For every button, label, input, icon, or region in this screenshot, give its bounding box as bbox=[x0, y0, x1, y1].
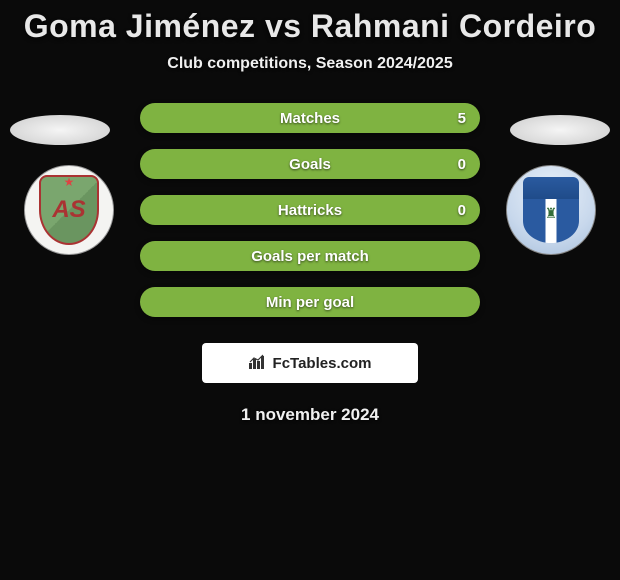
subtitle: Club competitions, Season 2024/2025 bbox=[0, 55, 620, 73]
stat-row: Min per goal bbox=[140, 287, 480, 317]
chart-icon bbox=[249, 353, 267, 374]
date-label: 1 november 2024 bbox=[0, 405, 620, 425]
club-badge-left: ★ AS bbox=[24, 165, 114, 255]
stat-value: 5 bbox=[458, 110, 466, 127]
player-photo-left bbox=[10, 115, 110, 145]
star-icon: ★ bbox=[64, 175, 75, 189]
brand-text: FcTables.com bbox=[273, 355, 372, 372]
stat-value: 0 bbox=[458, 202, 466, 219]
page-title: Goma Jiménez vs Rahmani Cordeiro bbox=[0, 0, 620, 45]
stat-row: Matches 5 bbox=[140, 103, 480, 133]
stat-label: Matches bbox=[280, 110, 340, 127]
stat-value: 0 bbox=[458, 156, 466, 173]
stat-row: Goals per match bbox=[140, 241, 480, 271]
stat-label: Goals bbox=[289, 156, 331, 173]
club-badge-right: ♜ bbox=[506, 165, 596, 255]
shield-icon: ★ AS bbox=[39, 175, 99, 245]
comparison-area: ★ AS ♜ Matches 5 Goals 0 Hattricks 0 Goa… bbox=[0, 103, 620, 425]
stats-list: Matches 5 Goals 0 Hattricks 0 Goals per … bbox=[140, 103, 480, 317]
player-photo-right bbox=[510, 115, 610, 145]
stat-label: Goals per match bbox=[251, 248, 369, 265]
stat-row: Goals 0 bbox=[140, 149, 480, 179]
brand-footer[interactable]: FcTables.com bbox=[202, 343, 418, 383]
stat-label: Min per goal bbox=[266, 294, 354, 311]
badge-letters: AS bbox=[52, 196, 85, 224]
stat-label: Hattricks bbox=[278, 202, 342, 219]
crest-icon: ♜ bbox=[523, 177, 579, 243]
stat-row: Hattricks 0 bbox=[140, 195, 480, 225]
castle-icon: ♜ bbox=[545, 205, 558, 222]
